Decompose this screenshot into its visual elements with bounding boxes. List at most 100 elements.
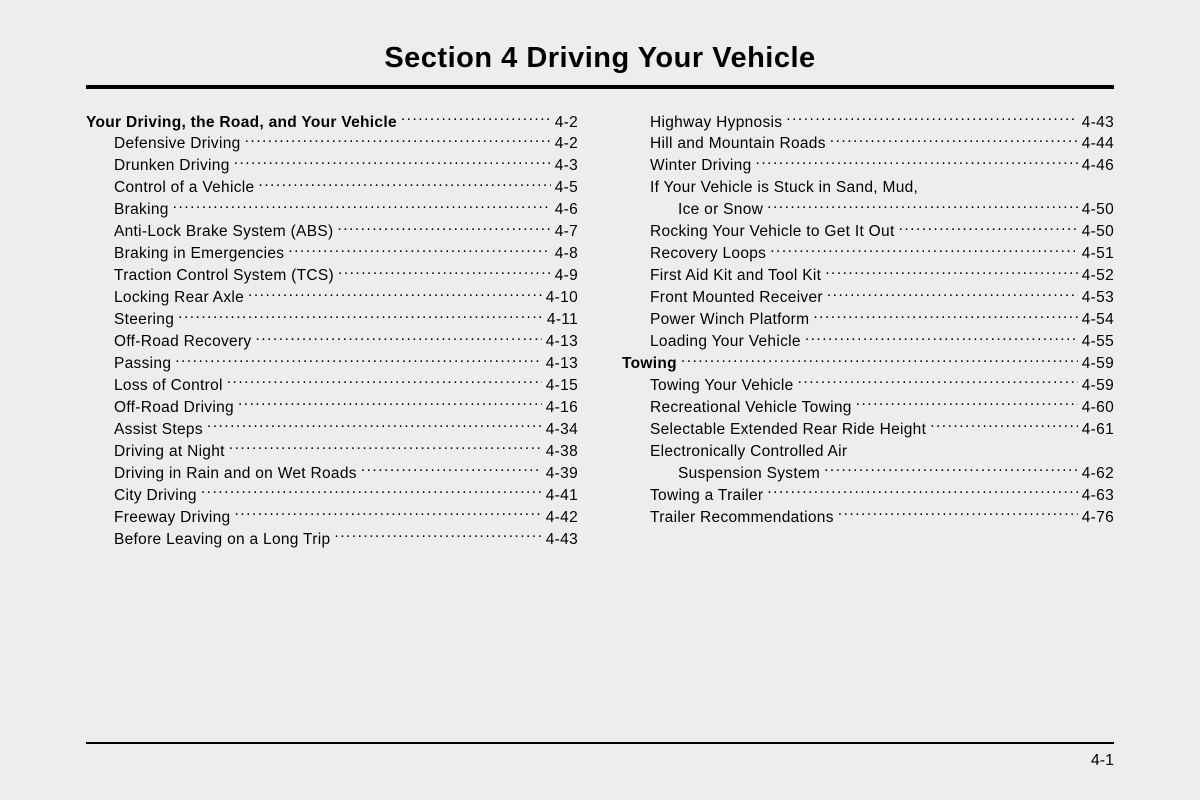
toc-entry-page: 4-61 — [1078, 420, 1114, 440]
toc-entry-page: 4-16 — [542, 398, 578, 418]
toc-entry: Anti-Lock Brake System (ABS) 4-7 — [86, 221, 578, 243]
toc-entry: City Driving4-41 — [86, 484, 578, 506]
toc-entry-page: 4-59 — [1078, 354, 1114, 374]
toc-dot-leaders — [838, 506, 1078, 522]
toc-entry: Driving in Rain and on Wet Roads4-39 — [86, 462, 578, 484]
page-number: 4-1 — [1091, 752, 1114, 770]
toc-entry-page: 4-46 — [1078, 156, 1114, 176]
toc-dot-leaders — [175, 352, 542, 368]
toc-entry-label: Freeway Driving — [114, 508, 234, 528]
toc-entry-page: 4-41 — [542, 486, 578, 506]
toc-dot-leaders — [248, 287, 542, 303]
toc-entry-label: Electronically Controlled Air — [650, 442, 851, 462]
toc-entry-label: Steering — [114, 310, 178, 330]
toc-dot-leaders — [234, 155, 551, 171]
toc-entry-label: Trailer Recommendations — [650, 508, 838, 528]
toc-entry-page: 4-50 — [1078, 200, 1114, 220]
toc-entry: Freeway Driving4-42 — [86, 506, 578, 528]
toc-entry: Rocking Your Vehicle to Get It Out4-50 — [622, 221, 1114, 243]
toc-entry-label: Towing a Trailer — [650, 486, 767, 506]
toc-entry-label: Anti-Lock Brake System (ABS) — [114, 222, 337, 242]
toc-dot-leaders — [830, 133, 1078, 149]
toc-dot-leaders — [786, 111, 1077, 127]
toc-entry-page: 4-9 — [551, 266, 578, 286]
footer-rule — [86, 742, 1114, 744]
toc-dot-leaders — [334, 528, 541, 544]
toc-dot-leaders — [856, 396, 1078, 412]
toc-entry: Off-Road Driving4-16 — [86, 396, 578, 418]
toc-entry-label: Power Winch Platform — [650, 310, 813, 330]
toc-dot-leaders — [178, 309, 543, 325]
toc-entry: Braking in Emergencies4-8 — [86, 243, 578, 265]
toc-entry-page: 4-55 — [1078, 332, 1114, 352]
toc-entry-page: 4-13 — [542, 332, 578, 352]
toc-dot-leaders — [770, 243, 1078, 259]
toc-entry: Drunken Driving4-3 — [86, 155, 578, 177]
toc-entry: Recovery Loops4-51 — [622, 243, 1114, 265]
toc-dot-leaders — [756, 155, 1078, 171]
toc-entry-page: 4-62 — [1078, 464, 1114, 484]
toc-entry-label: Braking in Emergencies — [114, 244, 288, 264]
toc-entry-label: Assist Steps — [114, 420, 207, 440]
toc-entry-label: Your Driving, the Road, and Your Vehicle — [86, 113, 401, 133]
toc-entry-label: Loading Your Vehicle — [650, 332, 805, 352]
toc-entry: Loss of Control4-15 — [86, 374, 578, 396]
toc-entry-page: 4-52 — [1078, 266, 1114, 286]
toc-entry-page: 4-3 — [551, 156, 578, 176]
toc-entry: Selectable Extended Rear Ride Height 4-61 — [622, 418, 1114, 440]
toc-column-right: Highway Hypnosis4-43Hill and Mountain Ro… — [622, 111, 1114, 550]
toc-entry-page: 4-34 — [542, 420, 578, 440]
toc-dot-leaders — [805, 331, 1078, 347]
toc-entry-label: Recreational Vehicle Towing — [650, 398, 856, 418]
toc-entry-page: 4-51 — [1078, 244, 1114, 264]
toc-entry-label: Front Mounted Receiver — [650, 288, 827, 308]
toc-dot-leaders — [825, 265, 1078, 281]
title-rule — [86, 85, 1114, 89]
toc-entry: Defensive Driving 4-2 — [86, 133, 578, 155]
toc-column-left: Your Driving, the Road, and Your Vehicle… — [86, 111, 578, 550]
toc-dot-leaders — [207, 418, 542, 434]
toc-entry-page: 4-2 — [551, 113, 578, 133]
toc-entry-page: 4-10 — [542, 288, 578, 308]
toc-dot-leaders — [361, 462, 542, 478]
toc-entry-label: Towing — [622, 354, 681, 374]
toc-dot-leaders — [258, 177, 550, 193]
toc-entry-label: Defensive Driving — [114, 134, 245, 154]
toc-entry-page: 4-76 — [1078, 508, 1114, 528]
toc-entry-page: 4-7 — [551, 222, 578, 242]
toc-entry: Towing Your Vehicle4-59 — [622, 374, 1114, 396]
toc-dot-leaders — [234, 506, 541, 522]
toc-entry-label: Selectable Extended Rear Ride Height — [650, 420, 930, 440]
toc-dot-leaders — [930, 418, 1078, 434]
toc-dot-leaders — [401, 111, 551, 127]
toc-dot-leaders — [767, 199, 1078, 215]
toc-entry-label: Winter Driving — [650, 156, 756, 176]
toc-entry-page: 4-6 — [551, 200, 578, 220]
toc-entry-page: 4-53 — [1078, 288, 1114, 308]
toc-entry: Power Winch Platform4-54 — [622, 309, 1114, 331]
toc-entry: Highway Hypnosis4-43 — [622, 111, 1114, 133]
toc-entry-page: 4-63 — [1078, 486, 1114, 506]
toc-entry-label: Ice or Snow — [678, 200, 767, 220]
toc-entry: Driving at Night4-38 — [86, 440, 578, 462]
toc-entry: Recreational Vehicle Towing4-60 — [622, 396, 1114, 418]
toc-entry-label: Rocking Your Vehicle to Get It Out — [650, 222, 899, 242]
toc-entry: Off-Road Recovery4-13 — [86, 331, 578, 353]
toc-entry-page: 4-2 — [551, 134, 578, 154]
toc-dot-leaders — [173, 199, 551, 215]
toc-entry-page: 4-44 — [1078, 134, 1114, 154]
toc-dot-leaders — [255, 331, 541, 347]
toc-entry: Loading Your Vehicle 4-55 — [622, 331, 1114, 353]
toc-entry-page: 4-13 — [542, 354, 578, 374]
toc-dot-leaders — [681, 352, 1078, 368]
toc-entry: Front Mounted Receiver 4-53 — [622, 287, 1114, 309]
toc-dot-leaders — [798, 374, 1078, 390]
toc-entry-label: Highway Hypnosis — [650, 113, 786, 133]
toc-entry-label: Braking — [114, 200, 173, 220]
toc-dot-leaders — [229, 440, 542, 456]
toc-dot-leaders — [899, 221, 1078, 237]
toc-entry-label: Traction Control System (TCS) — [114, 266, 338, 286]
toc-entry-page: 4-59 — [1078, 376, 1114, 396]
toc-dot-leaders — [288, 243, 550, 259]
toc-columns: Your Driving, the Road, and Your Vehicle… — [86, 111, 1114, 550]
